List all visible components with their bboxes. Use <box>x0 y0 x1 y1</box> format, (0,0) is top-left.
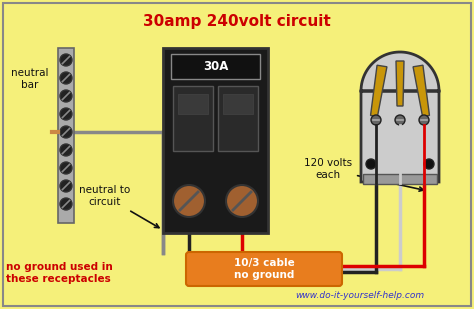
Bar <box>223 94 253 114</box>
Circle shape <box>60 198 72 210</box>
Circle shape <box>395 115 405 125</box>
Text: 120 volts
each: 120 volts each <box>304 159 423 191</box>
Bar <box>361 91 439 182</box>
Bar <box>171 54 260 79</box>
Text: 30A: 30A <box>203 60 228 73</box>
Polygon shape <box>361 52 439 182</box>
Circle shape <box>419 115 429 125</box>
Text: www.do-it-yourself-help.com: www.do-it-yourself-help.com <box>295 291 425 300</box>
Circle shape <box>173 185 205 217</box>
Circle shape <box>226 185 258 217</box>
Text: neutral to
circuit: neutral to circuit <box>79 185 159 228</box>
Circle shape <box>424 159 434 169</box>
Polygon shape <box>413 65 429 116</box>
Text: 30amp 240volt circuit: 30amp 240volt circuit <box>143 14 331 29</box>
Circle shape <box>60 72 72 84</box>
Bar <box>163 48 268 233</box>
Text: no ground used in
these receptacles: no ground used in these receptacles <box>6 262 113 284</box>
Polygon shape <box>396 61 404 106</box>
Circle shape <box>60 108 72 120</box>
Polygon shape <box>371 65 387 116</box>
FancyBboxPatch shape <box>186 252 342 286</box>
Circle shape <box>60 90 72 102</box>
Bar <box>218 86 258 151</box>
Bar <box>363 174 437 184</box>
Bar <box>58 48 74 223</box>
Text: 10/3 cable
no ground: 10/3 cable no ground <box>234 258 294 280</box>
Circle shape <box>60 54 72 66</box>
Circle shape <box>60 180 72 192</box>
Circle shape <box>366 159 376 169</box>
Text: neutral
bar: neutral bar <box>11 68 49 90</box>
Bar <box>173 86 213 151</box>
Circle shape <box>371 115 381 125</box>
Bar <box>178 94 208 114</box>
Circle shape <box>60 144 72 156</box>
Circle shape <box>60 162 72 174</box>
Circle shape <box>60 126 72 138</box>
